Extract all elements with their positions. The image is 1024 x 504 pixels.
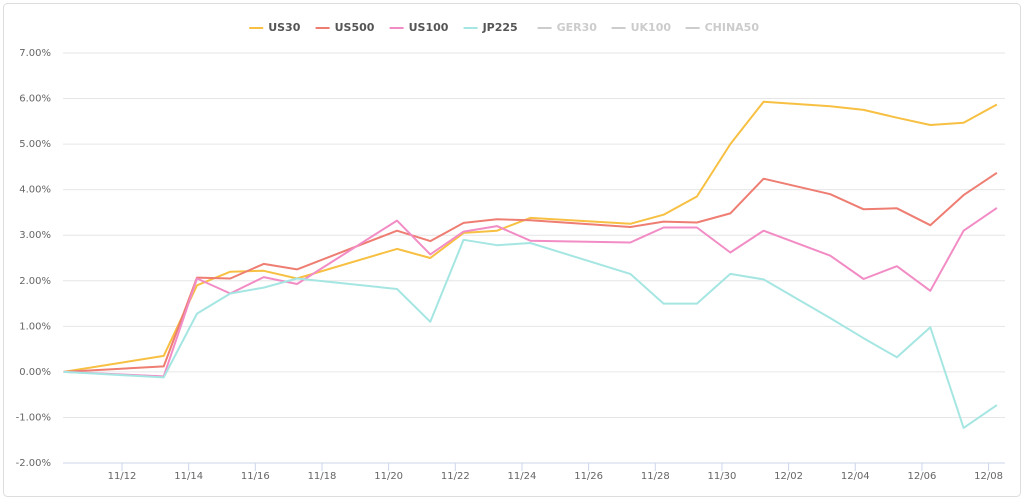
x-tick-label: 11/20 [374, 471, 403, 482]
legend-item[interactable]: US500 [315, 21, 375, 34]
legend-item[interactable]: UK100 [611, 21, 672, 34]
legend-label: CHINA50 [705, 21, 760, 34]
y-tick-label: 5.00% [19, 139, 51, 150]
legend-item[interactable]: US30 [249, 21, 301, 34]
legend-label: US30 [268, 21, 301, 34]
y-tick-label: 2.00% [19, 276, 51, 287]
x-tick-label: 11/26 [574, 471, 603, 482]
legend-item[interactable]: CHINA50 [685, 21, 760, 34]
y-tick-label: 6.00% [19, 94, 51, 105]
legend-label: US100 [409, 21, 449, 34]
x-tick-label: 11/22 [441, 471, 470, 482]
series-line [63, 238, 998, 429]
x-tick-label: 11/16 [241, 471, 270, 482]
legend-item[interactable]: GER30 [537, 21, 598, 34]
x-tick-label: 12/08 [974, 471, 1003, 482]
legend-item[interactable]: JP225 [463, 21, 518, 34]
y-tick-label: 0.00% [19, 367, 51, 378]
legend: US30 US500 US100 JP225 GER30 UK100 CHINA50 [249, 21, 759, 34]
chart-frame [3, 3, 1021, 497]
x-tick-label: 11/18 [308, 471, 337, 482]
legend-item[interactable]: US100 [389, 21, 449, 34]
x-tick-label: 11/12 [108, 471, 137, 482]
x-tick-label: 12/04 [841, 471, 870, 482]
x-tick-label: 12/02 [774, 471, 803, 482]
y-tick-label: 7.00% [19, 48, 51, 59]
x-tick-label: 12/06 [908, 471, 937, 482]
y-tick-label: -2.00% [16, 458, 51, 469]
legend-label: GER30 [557, 21, 598, 34]
series-line [63, 171, 998, 373]
series-line [63, 207, 998, 378]
legend-label: UK100 [631, 21, 672, 34]
y-tick-label: 3.00% [19, 230, 51, 241]
x-tick-label: 11/14 [174, 471, 203, 482]
x-tick-label: 11/30 [708, 471, 737, 482]
legend-label: JP225 [482, 21, 518, 34]
y-tick-label: 4.00% [19, 185, 51, 196]
y-tick-label: 1.00% [19, 321, 51, 332]
legend-label: US500 [335, 21, 375, 34]
x-tick-label: 11/28 [641, 471, 670, 482]
x-tick-label: 11/24 [508, 471, 537, 482]
y-tick-label: -1.00% [16, 412, 51, 423]
